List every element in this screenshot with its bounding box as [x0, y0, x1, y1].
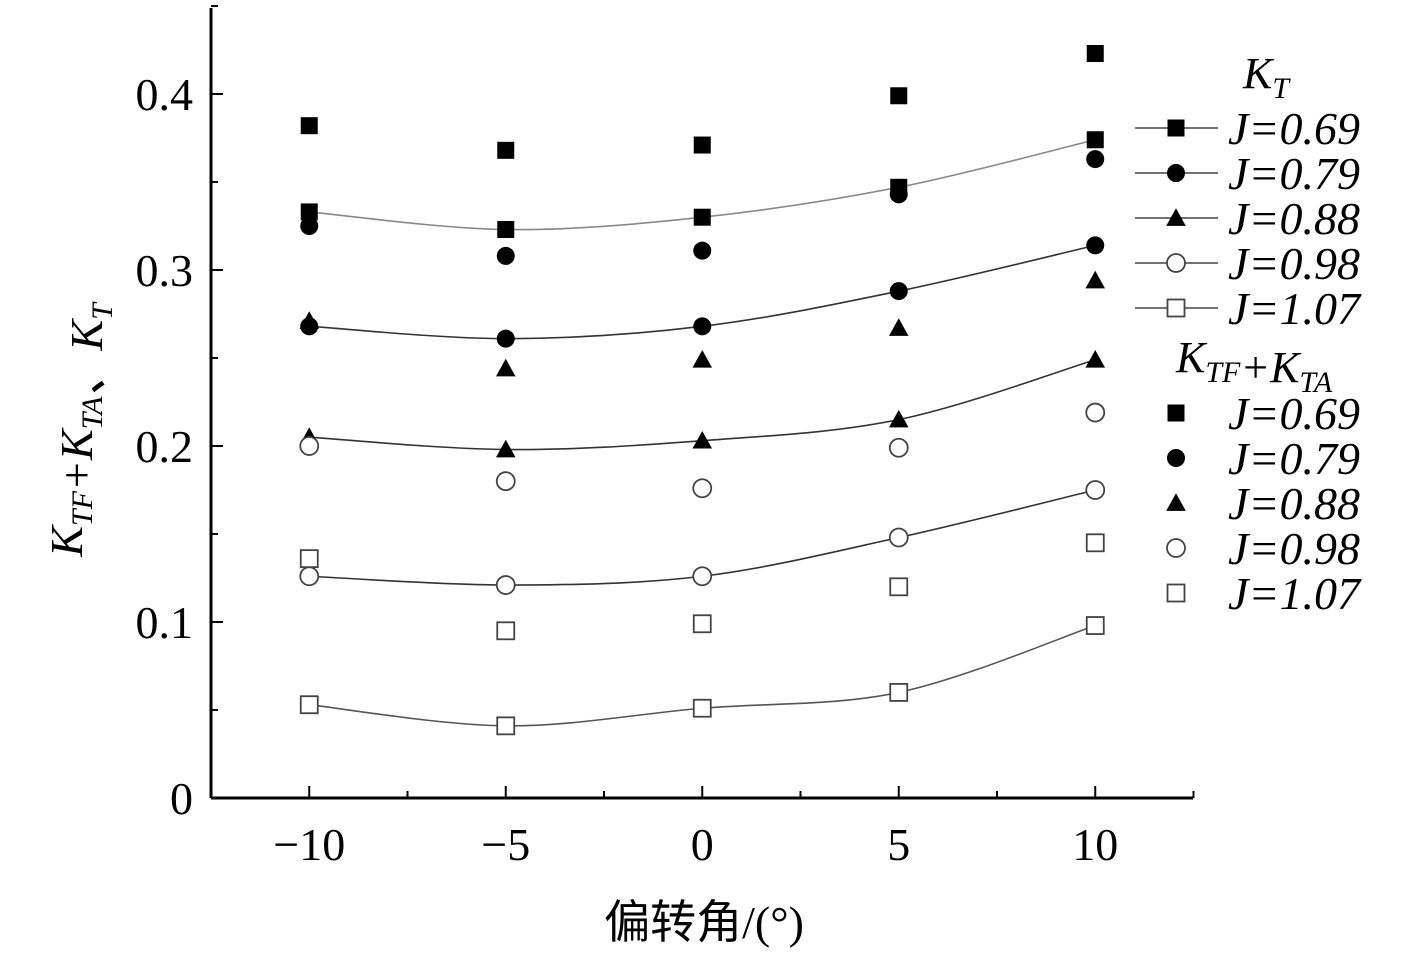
data-point — [495, 575, 516, 595]
legend-label: J=0.69 — [1228, 388, 1360, 439]
data-point — [496, 246, 515, 265]
data-point — [496, 329, 515, 348]
y-tick-label: 0.4 — [136, 69, 194, 120]
data-point — [888, 527, 909, 548]
legend-marker — [1166, 298, 1186, 318]
series-layer — [299, 45, 1106, 736]
data-point — [299, 549, 319, 569]
legend-marker — [1167, 404, 1185, 422]
legend-item: J=1.07 — [1135, 283, 1362, 334]
legend-marker — [1166, 253, 1186, 273]
data-point — [497, 221, 515, 239]
legend-item: J=0.69 — [1135, 103, 1360, 154]
legend-label: J=0.98 — [1228, 523, 1360, 574]
data-point — [693, 241, 712, 260]
data-point — [300, 117, 318, 135]
data-point — [889, 282, 908, 301]
legend-marker — [1167, 119, 1185, 137]
legend-label: J=0.79 — [1228, 148, 1360, 199]
data-point — [300, 217, 319, 235]
x-tick-label: −10 — [273, 819, 345, 870]
data-point — [888, 318, 909, 336]
data-point — [1086, 45, 1104, 63]
data-point — [1086, 131, 1104, 149]
legend-item: J=1.07 — [1166, 568, 1362, 619]
data-point — [889, 185, 908, 204]
legend-item: J=0.88 — [1135, 193, 1360, 244]
data-point — [299, 566, 320, 587]
legend-item: J=0.98 — [1166, 523, 1360, 574]
data-point — [299, 311, 320, 329]
data-point — [1086, 150, 1105, 169]
legend-item: J=0.98 — [1135, 238, 1360, 289]
data-point — [1085, 349, 1106, 368]
data-point — [888, 437, 909, 458]
legend-item: J=0.88 — [1166, 478, 1360, 529]
legend-item: J=0.69 — [1167, 388, 1360, 439]
data-point — [692, 430, 713, 449]
data-point — [890, 87, 908, 105]
axes — [209, 8, 1193, 800]
data-point — [299, 695, 319, 715]
legend-marker — [1166, 208, 1186, 226]
data-point — [692, 614, 712, 634]
x-tick-label: 0 — [691, 819, 714, 870]
data-point — [692, 478, 713, 499]
data-point — [1085, 270, 1106, 289]
legend-item: J=0.79 — [1135, 148, 1360, 199]
x-tick-label: −5 — [481, 819, 530, 870]
data-point — [1086, 236, 1105, 255]
data-point — [692, 349, 713, 368]
legend-label: J=0.98 — [1228, 238, 1360, 289]
data-point — [693, 208, 711, 226]
data-point — [693, 136, 711, 154]
legend-marker — [1167, 164, 1185, 182]
data-point — [693, 317, 712, 336]
legend-marker — [1166, 493, 1186, 511]
legend-label: J=0.79 — [1228, 433, 1360, 484]
data-point — [889, 577, 909, 597]
data-point — [1085, 533, 1105, 553]
legend-label: J=1.07 — [1228, 283, 1362, 334]
legend-label: J=0.88 — [1228, 478, 1360, 529]
kt-series-group — [299, 131, 1106, 736]
data-point — [495, 358, 516, 377]
legend-marker — [1166, 538, 1186, 558]
legend-item: J=0.79 — [1167, 433, 1360, 484]
legend-label: J=1.07 — [1228, 568, 1362, 619]
legend-marker — [1166, 583, 1186, 603]
legend-marker — [1167, 449, 1185, 467]
x-axis-title: 偏转角/(°) — [604, 897, 804, 948]
y-tick-label: 0.1 — [136, 597, 194, 648]
y-ticks: 0 0.1 0.2 0.3 0.4 — [136, 5, 223, 824]
data-point — [300, 203, 318, 221]
ktf-kta-series-group — [299, 45, 1106, 641]
data-point — [1085, 480, 1106, 500]
y-tick-label: 0.2 — [136, 421, 194, 472]
data-point — [299, 436, 320, 456]
data-point — [495, 471, 516, 492]
data-point — [495, 439, 516, 458]
x-tick-label: 10 — [1072, 819, 1118, 870]
data-point — [692, 698, 712, 718]
y-tick-label: 0.3 — [136, 245, 194, 296]
data-point — [692, 566, 713, 587]
legend: KTJ=0.69J=0.79J=0.88J=0.98J=1.07KTF+KTAJ… — [1135, 49, 1362, 619]
y-axis-title: KTF+KTA、KT — [41, 301, 119, 558]
data-point — [888, 409, 909, 428]
x-tick-label: 5 — [887, 819, 910, 870]
data-point — [1085, 616, 1105, 635]
x-ticks: −10 −5 0 5 10 — [210, 786, 1195, 870]
y-tick-label: 0 — [170, 773, 193, 824]
data-point — [496, 716, 516, 736]
legend-label: J=0.69 — [1228, 103, 1360, 154]
data-point — [1085, 402, 1106, 423]
data-point — [496, 621, 516, 641]
data-point — [497, 141, 515, 159]
data-point — [889, 683, 909, 702]
legend-title-kt: KT — [1242, 49, 1291, 105]
legend-label: J=0.88 — [1228, 193, 1360, 244]
legend-title-ktf-kta: KTF+KTA — [1175, 333, 1333, 399]
